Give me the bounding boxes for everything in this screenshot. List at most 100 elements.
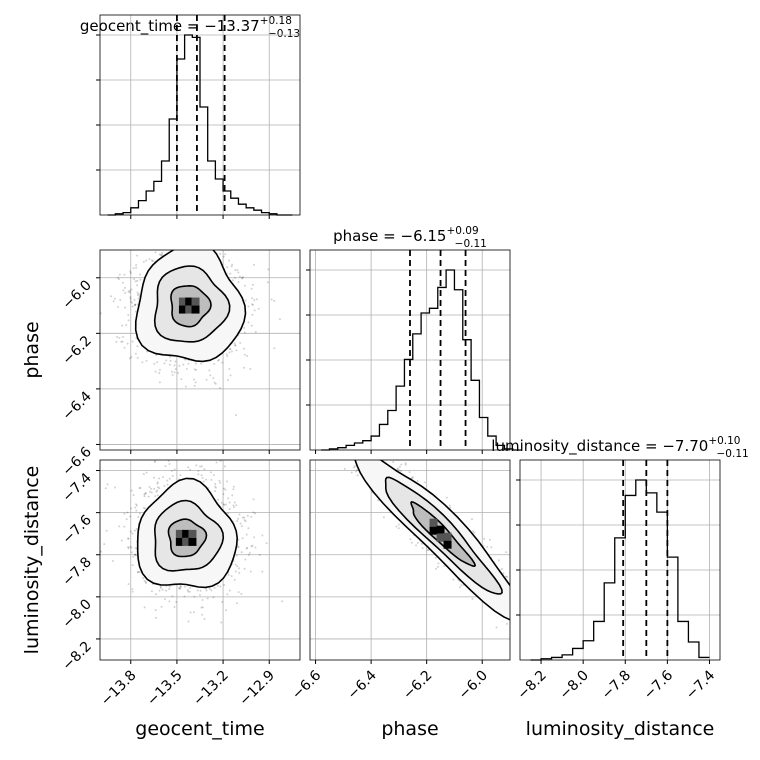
sample-point [513,598,515,600]
sample-point [267,268,270,271]
sample-point [244,558,247,561]
sample-point [175,600,178,603]
sample-point [134,547,137,550]
sample-point [116,335,119,338]
sample-point [148,490,151,493]
sample-point [131,340,134,343]
sample-point [163,362,166,365]
sample-point [347,434,349,436]
sample-point [116,305,119,308]
sample-point [127,319,130,322]
sample-point [165,246,167,248]
sample-point [550,636,552,638]
sample-point [384,456,386,458]
sample-point [515,610,517,612]
sample-point [165,230,167,232]
x-tick-label-phase: −6.6 [289,667,324,702]
sample-point [344,451,346,453]
density-core-cell [178,305,187,314]
x-tick-label-luminosity_distance: −8.0 [557,668,592,703]
sample-point [241,537,244,540]
sample-point [178,587,181,590]
sample-point [169,359,172,362]
sample-point [219,585,222,588]
sample-point [243,284,246,287]
sample-point [234,276,237,279]
sample-point [398,469,401,472]
sample-point [510,576,512,578]
sample-point [246,355,249,358]
sample-point [206,597,209,600]
sample-point [123,273,126,276]
sample-point [354,457,356,459]
sample-point [173,468,176,471]
sample-point [214,486,217,489]
sample-point [251,313,254,316]
sample-point [193,368,196,371]
sample-point [188,217,190,219]
sample-point [203,247,205,249]
sample-point [201,613,204,616]
sample-point [233,342,236,345]
sample-point [342,445,344,447]
sample-point [426,549,429,552]
sample-point [421,542,424,545]
y-tick-label-phase: −6.6 [59,444,94,479]
sample-point [122,289,125,292]
sample-point [136,345,139,348]
sample-point [234,344,237,347]
sample-point [251,303,254,306]
sample-point [213,381,216,384]
sample-point [513,605,515,607]
panel-phase-hist [306,249,522,454]
sample-point [125,323,128,326]
x-tick-label-geocent_time: −13.2 [190,668,232,710]
sample-point [253,536,256,539]
sample-point [117,278,120,281]
sample-point [209,587,212,590]
y-tick-label-phase: −6.4 [59,388,94,423]
x-tick-label-phase: −6.2 [400,668,435,703]
panel-frame [519,459,721,661]
sample-point [241,277,244,280]
sample-point [148,485,151,488]
y-tick-label-luminosity_distance: −7.4 [59,470,94,505]
sample-point [97,237,99,239]
sample-point [223,465,226,468]
sample-point [228,501,231,504]
sample-point [234,570,237,573]
sample-point [129,244,131,246]
histogram-step-phase [321,269,522,451]
sample-point [495,626,498,629]
sample-point [173,605,176,608]
sample-point [137,297,140,300]
sample-point [187,362,190,365]
sample-point [165,239,167,241]
sample-point [171,474,174,477]
sample-point [197,470,200,473]
sample-point [522,592,524,594]
sample-point [157,242,159,244]
sample-point [411,476,414,479]
sample-point [136,570,139,573]
sample-point [194,362,197,365]
sample-point [187,466,190,469]
sample-point [281,600,284,603]
sample-point [252,511,255,514]
sample-point [228,507,231,510]
sample-point [156,486,159,489]
sample-point [158,372,161,375]
sample-point [208,369,211,372]
sample-point [200,245,202,247]
sample-point [339,416,341,418]
sample-point [500,567,503,570]
density-core-cell [436,525,445,534]
sample-point [131,590,134,593]
sample-point [229,374,232,377]
panel-geocent_time-vs-phase [96,217,301,454]
sample-point [246,514,249,517]
sample-point [165,589,168,592]
sample-point [186,240,188,242]
sample-point [443,565,446,568]
sample-point [436,565,439,568]
